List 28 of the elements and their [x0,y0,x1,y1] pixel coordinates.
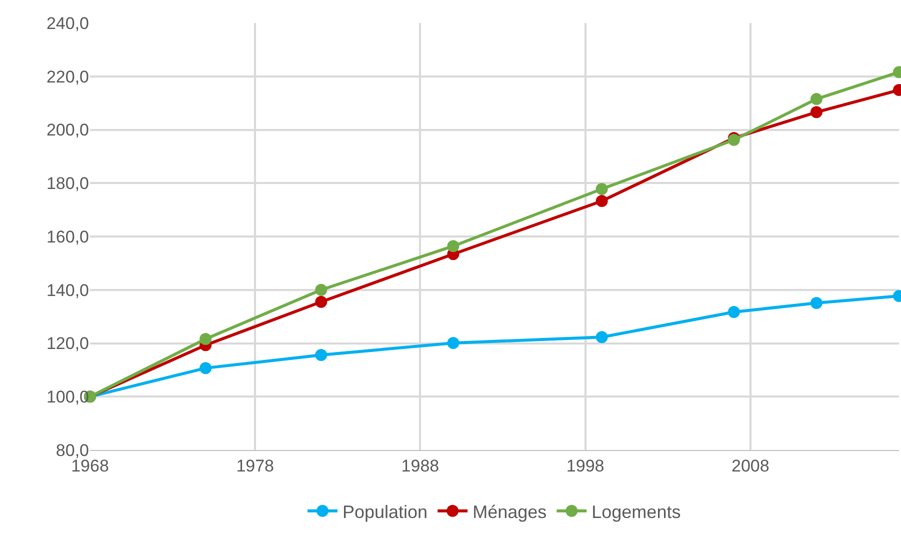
x-tick-label: 1988 [401,456,440,476]
y-tick-label: 200,0 [46,120,89,140]
y-tick-label: 180,0 [46,174,89,194]
y-tick-label: 160,0 [46,227,89,246]
point [596,183,608,195]
point [447,240,460,252]
point [596,331,608,344]
point [200,362,212,374]
point [447,336,460,349]
point [200,332,212,345]
legend-label: Population [342,502,428,522]
point [315,348,328,361]
y-tick-label: 140,0 [46,280,89,300]
y-tick-label: 240,0 [46,14,89,33]
point [810,296,822,309]
point [728,306,740,318]
x-tick-label: 2008 [731,456,770,476]
point [596,195,608,208]
point [810,106,822,118]
x-tick-label: 1998 [566,456,604,476]
point [810,93,822,106]
point [315,284,328,296]
legend-label: Ménages [472,502,547,522]
x-tick-label: 1978 [236,456,274,476]
point [315,296,328,308]
legend-label: Logements [592,502,681,522]
y-tick-label: 220,0 [46,67,89,86]
y-tick-label: 120,0 [46,334,89,354]
